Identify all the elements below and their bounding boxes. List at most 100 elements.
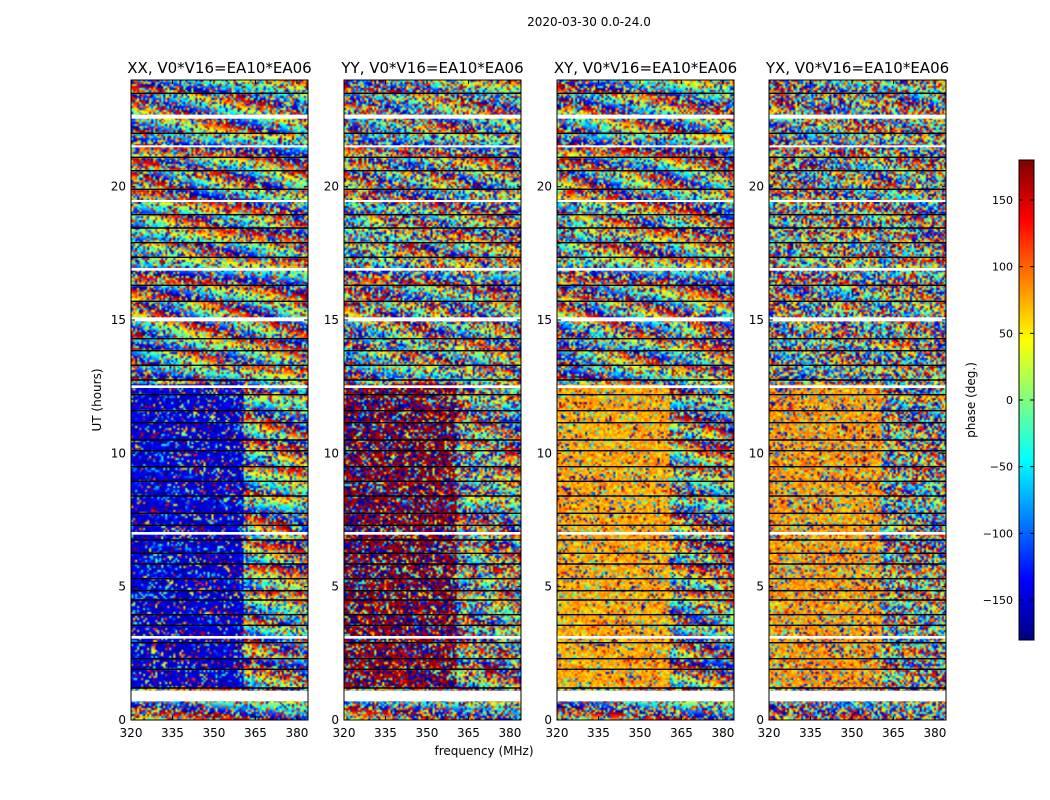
colorbar-tick-label: 150: [992, 194, 1013, 207]
colorbar-label: phase (deg.): [964, 362, 978, 438]
flagged-interval: [344, 636, 521, 639]
y-tick-label: 20: [111, 180, 126, 194]
y-tick-label: 15: [537, 313, 552, 327]
colorbar-ticks: 150 100 50 0 −50 −100 −150: [983, 194, 1034, 607]
flagged-interval: [131, 385, 308, 388]
panels: XX, V0*V16=EA10*EA06 320 335 350 365 380 0 5 10 1…: [111, 59, 949, 740]
flagged-interval: [557, 317, 734, 322]
x-tick-label: 365: [882, 726, 905, 740]
phase-heatmap: [769, 80, 946, 720]
x-tick-label: 350: [841, 726, 864, 740]
flagged-interval: [131, 532, 308, 535]
y-tick-label: 0: [544, 713, 552, 727]
y-tick-label: 5: [331, 580, 339, 594]
flagged-interval: [769, 385, 946, 388]
colorbar-tick-label: −100: [983, 527, 1013, 540]
y-tick-label: 0: [118, 713, 126, 727]
panel-4: YX, V0*V16=EA10*EA06 320 335 350 365 380 0 5 10 1…: [749, 59, 949, 740]
flagged-interval: [557, 690, 734, 702]
y-tick-label: 0: [331, 713, 339, 727]
colorbar-gradient: [1019, 160, 1034, 640]
y-tick-label: 0: [756, 713, 764, 727]
panel-frame: [343, 79, 522, 721]
x-tick-label: 320: [120, 726, 143, 740]
y-tick-label: 5: [756, 580, 764, 594]
y-tick-label: 5: [118, 580, 126, 594]
x-tick-label: 365: [457, 726, 480, 740]
flagged-interval: [344, 268, 521, 271]
y-tick-label: 10: [111, 446, 126, 460]
flagged-interval: [131, 200, 308, 202]
flagged-interval: [131, 114, 308, 119]
x-tick-label: 335: [161, 726, 184, 740]
flagged-interval: [131, 317, 308, 322]
x-tick-label: 320: [758, 726, 781, 740]
y-tick-label: 15: [324, 313, 339, 327]
colorbar-tick-label: 0: [1006, 394, 1013, 407]
flagged-interval: [344, 690, 521, 702]
panel-title: YX, V0*V16=EA10*EA06: [765, 59, 949, 77]
flagged-interval: [769, 268, 946, 271]
panel-title: XX, V0*V16=EA10*EA06: [127, 59, 311, 77]
flagged-interval: [344, 385, 521, 388]
y-axis-label: UT (hours): [90, 368, 104, 431]
x-tick-label: 365: [244, 726, 267, 740]
flagged-interval: [769, 200, 946, 202]
y-tick-label: 20: [324, 180, 339, 194]
flagged-interval: [557, 200, 734, 202]
flagged-interval: [557, 636, 734, 639]
x-tick-label: 320: [546, 726, 569, 740]
x-tick-label: 350: [203, 726, 226, 740]
panel-frame: [130, 79, 309, 721]
flagged-interval: [769, 145, 946, 148]
flagged-interval: [344, 114, 521, 119]
y-tick-label: 20: [537, 180, 552, 194]
x-tick-label: 320: [333, 726, 356, 740]
flagged-interval: [769, 317, 946, 322]
flagged-interval: [131, 268, 308, 271]
flagged-interval: [344, 317, 521, 322]
x-tick-label: 380: [711, 726, 734, 740]
flagged-interval: [557, 385, 734, 388]
panel-title: XY, V0*V16=EA10*EA06: [554, 59, 737, 77]
x-tick-label: 350: [416, 726, 439, 740]
x-tick-label: 380: [923, 726, 946, 740]
colorbar-tick-label: −50: [990, 461, 1013, 474]
x-tick-label: 365: [670, 726, 693, 740]
flagged-interval: [769, 114, 946, 119]
x-tick-label: 380: [498, 726, 521, 740]
y-tick-label: 10: [749, 446, 764, 460]
flagged-interval: [557, 532, 734, 535]
flagged-interval: [344, 145, 521, 148]
x-tick-label: 335: [799, 726, 822, 740]
colorbar-tick-label: 100: [992, 261, 1013, 274]
flagged-interval: [344, 200, 521, 202]
x-tick-label: 350: [629, 726, 652, 740]
y-tick-label: 20: [749, 180, 764, 194]
flagged-interval: [557, 145, 734, 148]
phase-heatmap: [557, 80, 734, 720]
flagged-interval: [769, 636, 946, 639]
flagged-interval: [131, 145, 308, 148]
panel-frame: [556, 79, 735, 721]
panel-2: YY, V0*V16=EA10*EA06 320 335 350 365 380 0 5 10 1…: [324, 59, 524, 740]
x-tick-label: 335: [374, 726, 397, 740]
flagged-interval: [769, 690, 946, 702]
x-tick-label: 335: [587, 726, 610, 740]
flagged-interval: [557, 268, 734, 271]
phase-heatmap: [131, 80, 308, 720]
phase-heatmap: [344, 80, 521, 720]
colorbar: 150 100 50 0 −50 −100 −150 phase (deg.): [964, 159, 1035, 641]
y-tick-label: 10: [324, 446, 339, 460]
flagged-interval: [557, 114, 734, 119]
flagged-interval: [131, 690, 308, 702]
y-tick-label: 10: [537, 446, 552, 460]
panel-frame: [768, 79, 947, 721]
panel-title: YY, V0*V16=EA10*EA06: [340, 59, 523, 77]
x-tick-label: 380: [285, 726, 308, 740]
panel-3: XY, V0*V16=EA10*EA06 320 335 350 365 380 0 5 10 1…: [537, 59, 737, 740]
x-axis-label: frequency (MHz): [434, 744, 533, 758]
flagged-interval: [344, 532, 521, 535]
colorbar-tick-label: −150: [983, 594, 1013, 607]
